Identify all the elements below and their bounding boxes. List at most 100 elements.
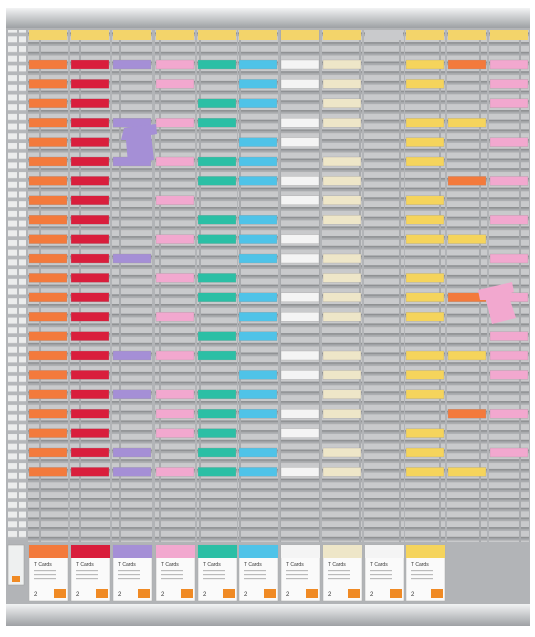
box-band	[198, 545, 237, 558]
card	[280, 59, 320, 70]
card	[238, 467, 278, 477]
card	[197, 156, 237, 167]
box-label: T Cards	[34, 562, 52, 568]
card	[28, 292, 68, 302]
card	[70, 137, 110, 147]
card	[489, 350, 529, 361]
card	[70, 234, 110, 244]
card	[70, 98, 110, 108]
card	[280, 234, 320, 244]
card	[489, 137, 529, 147]
card	[405, 234, 445, 244]
box-logo	[223, 589, 235, 598]
card	[447, 467, 487, 477]
card	[197, 428, 237, 438]
box-text-line	[34, 578, 56, 580]
box-band	[113, 545, 152, 558]
card	[405, 156, 445, 167]
card	[155, 195, 195, 205]
box-text-line	[203, 570, 225, 572]
card	[405, 350, 445, 361]
loose-card	[121, 124, 157, 164]
box-text-line	[328, 574, 350, 576]
box-count: 2	[328, 592, 332, 598]
slot-column	[364, 30, 404, 542]
card	[322, 292, 362, 302]
slot-column	[405, 30, 445, 542]
slot-column	[155, 30, 195, 542]
card	[238, 234, 278, 244]
card	[405, 215, 445, 225]
card	[197, 467, 237, 477]
card	[197, 118, 237, 128]
header-card	[281, 30, 319, 40]
card	[70, 79, 110, 89]
card	[70, 370, 110, 380]
box-text-line	[370, 574, 392, 576]
box-logo	[138, 589, 150, 598]
header-card	[365, 30, 403, 40]
header-card	[29, 30, 67, 40]
card	[70, 331, 110, 341]
card	[280, 79, 320, 89]
card	[28, 253, 68, 264]
box-band	[281, 545, 320, 558]
card	[197, 350, 237, 361]
index-logo	[12, 576, 20, 582]
box-logo	[390, 589, 402, 598]
box-count: 2	[203, 592, 207, 598]
box-logo	[348, 589, 360, 598]
card	[70, 59, 110, 70]
card	[28, 312, 68, 322]
card	[489, 79, 529, 89]
card	[70, 389, 110, 399]
card	[28, 195, 68, 205]
card	[112, 389, 152, 399]
card	[70, 156, 110, 167]
card	[489, 59, 529, 70]
box-count: 2	[161, 592, 165, 598]
card	[28, 447, 68, 458]
card	[197, 59, 237, 70]
card	[280, 409, 320, 419]
card	[28, 370, 68, 380]
box-text-line	[411, 578, 433, 580]
card	[28, 118, 68, 128]
card	[405, 467, 445, 477]
box-label: T Cards	[244, 562, 262, 568]
box-text-line	[370, 570, 392, 572]
box-text-line	[328, 570, 350, 572]
box-label: T Cards	[411, 562, 429, 568]
box-text-line	[244, 578, 266, 580]
box-text-line	[76, 578, 98, 580]
card	[280, 350, 320, 361]
box-text-line	[118, 570, 140, 572]
card	[70, 350, 110, 361]
card	[238, 331, 278, 341]
card	[197, 273, 237, 283]
box-logo	[431, 589, 443, 598]
card	[405, 118, 445, 128]
card	[28, 273, 68, 283]
card	[489, 447, 529, 458]
card	[238, 59, 278, 70]
card	[322, 215, 362, 225]
card	[238, 79, 278, 89]
card	[28, 79, 68, 89]
card	[155, 234, 195, 244]
card	[28, 350, 68, 361]
card	[322, 312, 362, 322]
card	[28, 59, 68, 70]
header-card	[156, 30, 194, 40]
box-text-line	[286, 570, 308, 572]
card-boxes: T Cards 2 T Cards 2 T Cards 2 T Cards 2 T Cards 2…	[28, 544, 446, 602]
header-card	[323, 30, 361, 40]
box-logo	[264, 589, 276, 598]
card	[28, 234, 68, 244]
card	[155, 118, 195, 128]
box-band	[365, 545, 404, 558]
card	[280, 176, 320, 186]
box-count: 2	[118, 592, 122, 598]
